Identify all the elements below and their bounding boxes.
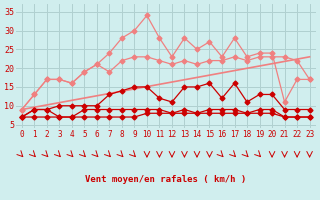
X-axis label: Vent moyen/en rafales ( km/h ): Vent moyen/en rafales ( km/h ) [85,175,246,184]
